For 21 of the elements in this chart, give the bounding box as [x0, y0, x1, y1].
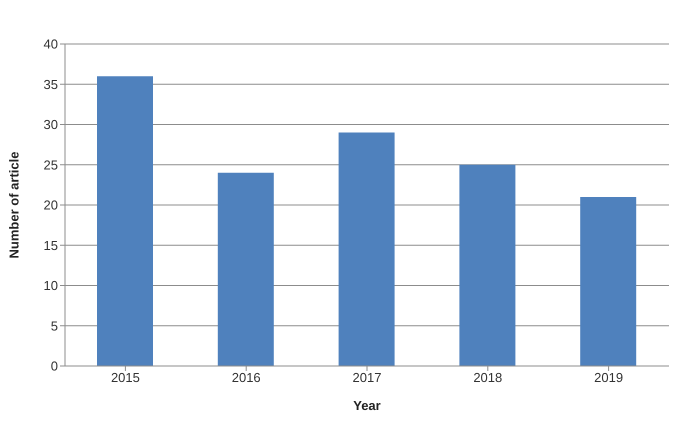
x-tick-label: 2016: [232, 370, 261, 386]
y-tick-label: 5: [50, 318, 58, 334]
y-tick-label: 35: [44, 76, 58, 92]
bar: [459, 164, 516, 366]
x-tick-label: 2018: [473, 370, 502, 386]
y-tick-label: 10: [44, 278, 58, 294]
y-axis-title: Number of article: [6, 152, 22, 258]
y-tick-label: 30: [44, 117, 58, 132]
x-tick-label: 2015: [110, 370, 140, 386]
bar: [580, 196, 636, 366]
y-tick-label: 40: [44, 36, 58, 52]
x-axis-title: Year: [353, 398, 381, 413]
y-tick-label: 25: [44, 157, 58, 172]
y-tick-label: 0: [50, 358, 58, 374]
x-tick-label: 2019: [594, 370, 624, 386]
bar: [97, 76, 153, 366]
bar: [218, 172, 274, 366]
x-tick-label: 2017: [352, 370, 382, 386]
y-tick-label: 20: [44, 198, 58, 213]
bar: [338, 132, 395, 366]
y-tick-label: 15: [44, 238, 58, 253]
